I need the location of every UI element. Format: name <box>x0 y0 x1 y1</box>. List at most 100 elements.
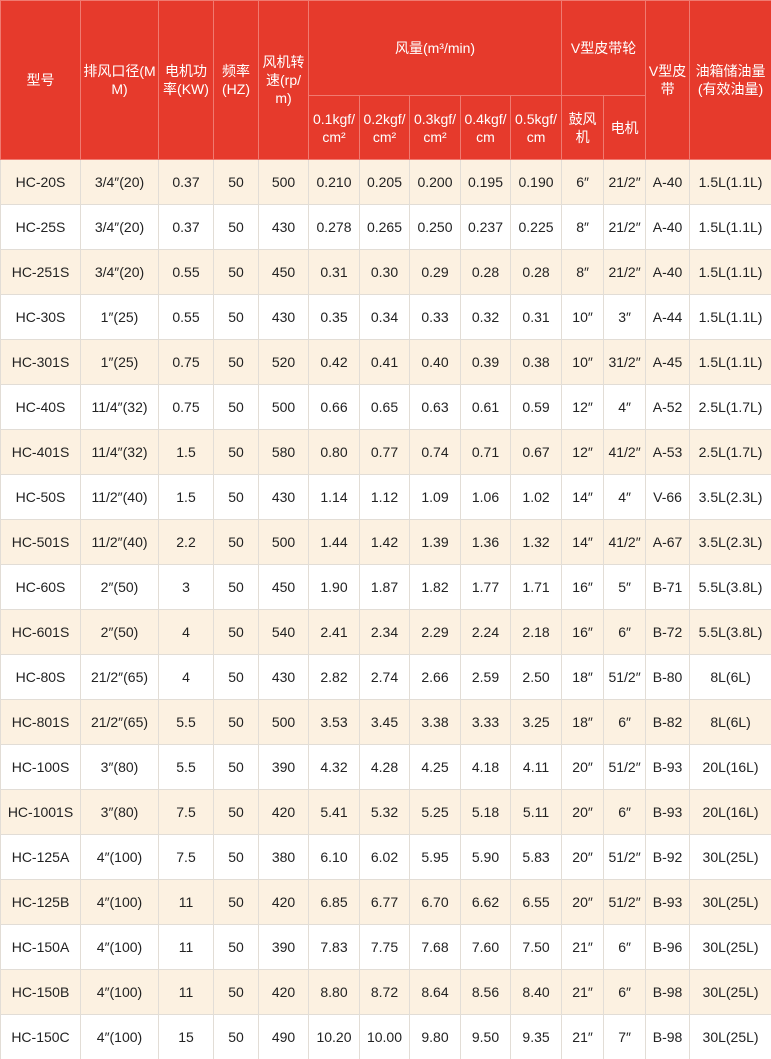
table-cell: 51/2″ <box>603 654 647 700</box>
table-cell: 6″ <box>561 159 605 205</box>
table-cell: 51/2″ <box>603 879 647 925</box>
table-cell: HC-25S <box>0 204 81 250</box>
table-cell: 21″ <box>561 1014 605 1059</box>
table-cell: 50 <box>213 429 259 475</box>
table-cell: 520 <box>258 339 309 385</box>
table-cell: 8″ <box>561 249 605 295</box>
table-cell: 8.72 <box>359 969 410 1015</box>
table-cell: 3″(80) <box>80 744 159 790</box>
table-row: HC-25S 3/4″(20) 0.37 50 430 0.278 0.265 0.250 0.… <box>0 204 771 250</box>
table-row: HC-1001S 3″(80) 7.5 50 420 5.41 5.32 5.25 5.18 5.… <box>0 789 771 835</box>
table-cell: 2.66 <box>409 654 461 700</box>
table-cell: 390 <box>258 924 309 970</box>
table-cell: 430 <box>258 474 309 520</box>
table-cell: 1.5 <box>158 429 214 475</box>
table-cell: 2.82 <box>308 654 360 700</box>
table-cell: 0.75 <box>158 384 214 430</box>
table-cell: 20″ <box>561 744 605 790</box>
table-cell: 50 <box>213 924 259 970</box>
table-cell: 0.210 <box>308 159 360 205</box>
table-cell: 8.40 <box>509 969 563 1015</box>
table-cell: 7.83 <box>308 924 360 970</box>
table-cell: 50 <box>213 519 259 565</box>
table-cell: 41/2″ <box>603 429 647 475</box>
header-subcell: 鼓风机 <box>561 95 605 160</box>
table-cell: 0.67 <box>509 429 563 475</box>
table-cell: B-93 <box>645 879 691 925</box>
table-cell: 6″ <box>603 789 647 835</box>
table-cell: 1.5 <box>158 474 214 520</box>
table-cell: 2.24 <box>460 609 511 655</box>
table-cell: 0.28 <box>509 249 563 295</box>
table-cell: 0.265 <box>359 204 410 250</box>
table-cell: 50 <box>213 834 259 880</box>
table-cell: 0.77 <box>359 429 410 475</box>
table-cell: HC-251S <box>0 249 81 295</box>
table-row: HC-301S 1″(25) 0.75 50 520 0.42 0.41 0.40 0.39 0.… <box>0 339 771 385</box>
table-cell: 11/4″(32) <box>80 429 159 475</box>
table-cell: 2.41 <box>308 609 360 655</box>
table-cell: 50 <box>213 474 259 520</box>
table-cell: 430 <box>258 294 309 340</box>
table-cell: 5.5 <box>158 744 214 790</box>
header-subcell: 电机 <box>603 95 647 160</box>
table-cell: 1.42 <box>359 519 410 565</box>
table-cell: 1.82 <box>409 564 461 610</box>
table-cell: 0.278 <box>308 204 360 250</box>
table-cell: A-44 <box>645 294 691 340</box>
table-cell: 11 <box>158 969 214 1015</box>
table-cell: V-66 <box>645 474 691 520</box>
table-cell: 1.09 <box>409 474 461 520</box>
table-cell: 50 <box>213 654 259 700</box>
table-cell: 1.14 <box>308 474 360 520</box>
table-cell: 5.5 <box>158 699 214 745</box>
table-row: HC-30S 1″(25) 0.55 50 430 0.35 0.34 0.33 0.32 0.3… <box>0 294 771 340</box>
table-cell: 0.37 <box>158 159 214 205</box>
table-cell: 5.5L(3.8L) <box>689 564 771 610</box>
table-cell: HC-125A <box>0 834 81 880</box>
table-cell: HC-50S <box>0 474 81 520</box>
table-cell: 4″(100) <box>80 834 159 880</box>
table-cell: 30L(25L) <box>689 1014 771 1059</box>
table-cell: HC-80S <box>0 654 81 700</box>
table-cell: HC-501S <box>0 519 81 565</box>
table-cell: 0.34 <box>359 294 410 340</box>
table-cell: A-45 <box>645 339 691 385</box>
table-cell: 3″ <box>603 294 647 340</box>
table-cell: A-40 <box>645 249 691 295</box>
header-subcell: 0.3kgf/cm² <box>409 95 461 160</box>
table-cell: 5.11 <box>509 789 563 835</box>
table-cell: 31/2″ <box>603 339 647 385</box>
table-cell: 0.205 <box>359 159 410 205</box>
table-cell: 21″ <box>561 924 605 970</box>
table-cell: 1.39 <box>409 519 461 565</box>
table-cell: 4″(100) <box>80 969 159 1015</box>
table-cell: 0.80 <box>308 429 360 475</box>
table-cell: 3.25 <box>509 699 563 745</box>
table-cell: 0.31 <box>308 249 360 295</box>
table-cell: 4.25 <box>409 744 461 790</box>
table-cell: 1.36 <box>460 519 511 565</box>
table-cell: 3.53 <box>308 699 360 745</box>
table-cell: 7″ <box>603 1014 647 1059</box>
table-cell: 5.25 <box>409 789 461 835</box>
table-cell: 1.5L(1.1L) <box>689 294 771 340</box>
table-cell: B-98 <box>645 969 691 1015</box>
table-cell: 9.80 <box>409 1014 461 1059</box>
table-cell: 1.71 <box>509 564 563 610</box>
table-cell: 20″ <box>561 789 605 835</box>
table-cell: 50 <box>213 609 259 655</box>
table-cell: 3.33 <box>460 699 511 745</box>
table-cell: 2.74 <box>359 654 410 700</box>
table-cell: 20″ <box>561 879 605 925</box>
table-cell: 16″ <box>561 609 605 655</box>
table-cell: 3.45 <box>359 699 410 745</box>
table-cell: 1.5L(1.1L) <box>689 249 771 295</box>
table-cell: 20″ <box>561 834 605 880</box>
header-cell: V型皮带 <box>645 0 691 160</box>
table-cell: 1.5L(1.1L) <box>689 159 771 205</box>
table-cell: B-71 <box>645 564 691 610</box>
table-cell: 2.59 <box>460 654 511 700</box>
table-row: HC-80S 21/2″(65) 4 50 430 2.82 2.74 2.66 2.59 2.5… <box>0 654 771 700</box>
